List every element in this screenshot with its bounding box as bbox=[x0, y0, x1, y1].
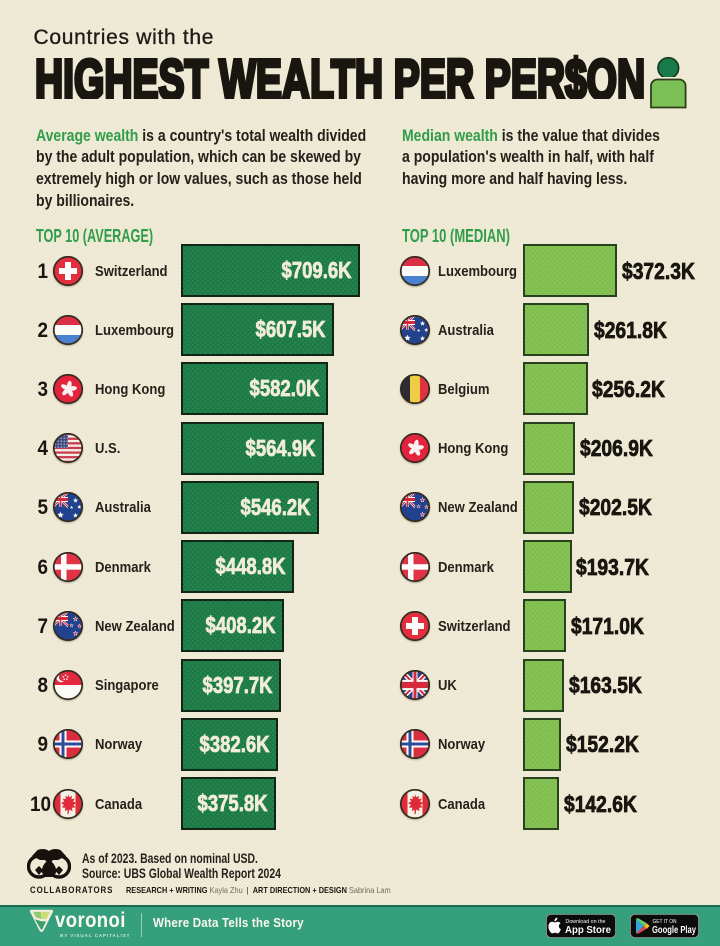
svg-text:Download on the: Download on the bbox=[566, 919, 606, 925]
svg-text:GET IT ON: GET IT ON bbox=[653, 919, 677, 925]
svg-text:App Store: App Store bbox=[565, 925, 611, 936]
svg-text:Google Play: Google Play bbox=[652, 925, 696, 936]
